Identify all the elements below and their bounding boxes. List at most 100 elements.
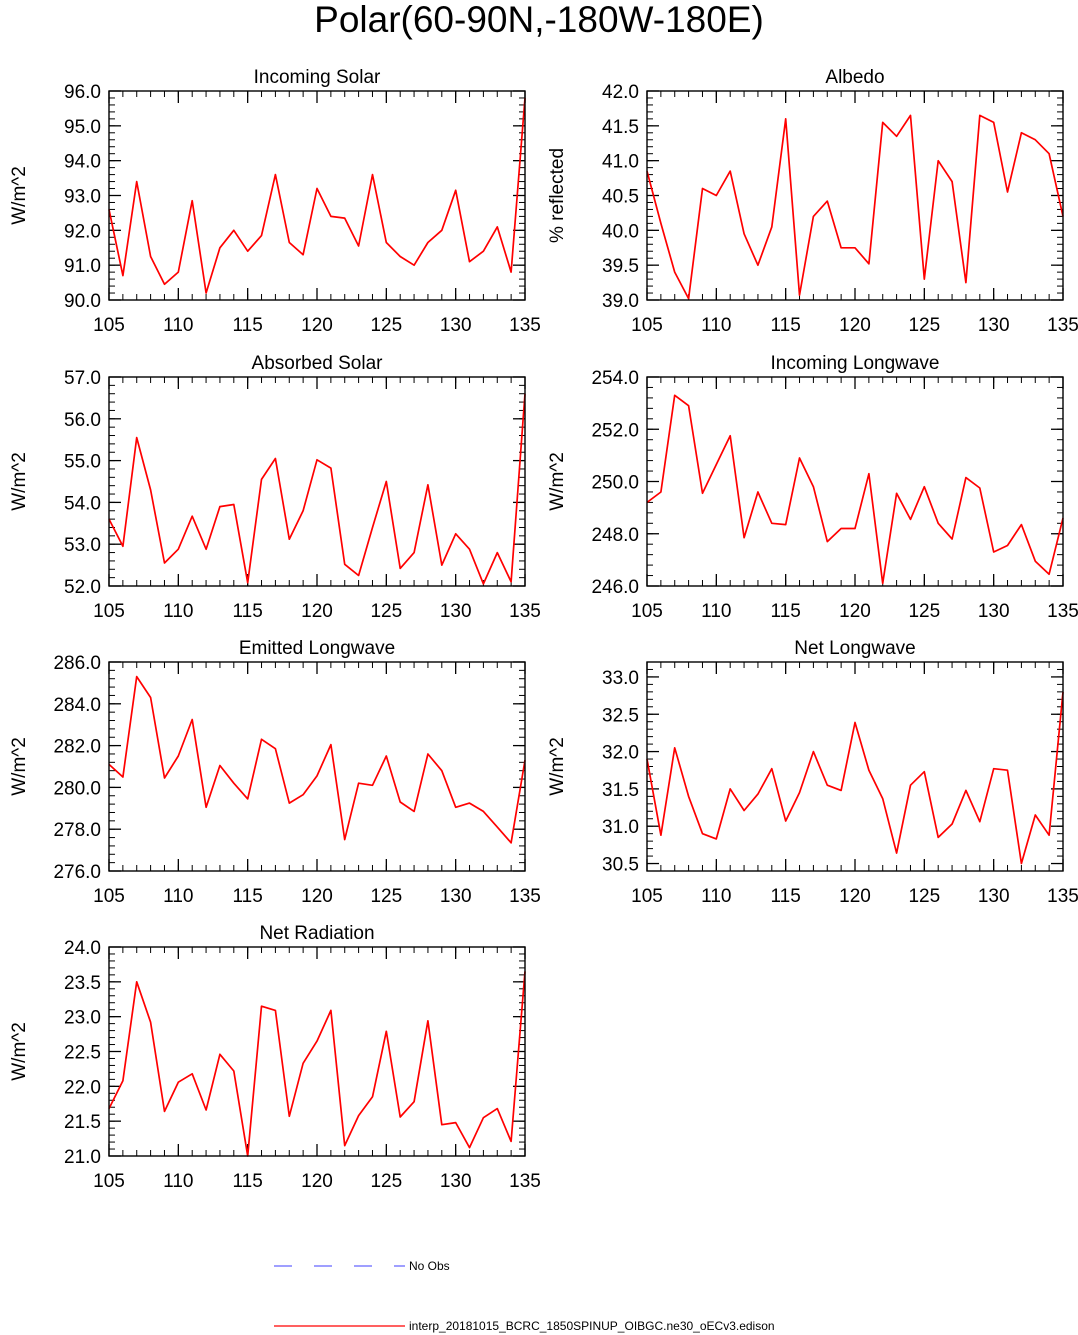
chart-title: Net Longwave <box>794 638 915 659</box>
series-line <box>646 691 1064 865</box>
plot-frame <box>646 90 1064 301</box>
y-tick-label: 22.5 <box>64 1043 101 1064</box>
x-tick-label: 115 <box>233 315 263 336</box>
y-tick-label: 56.0 <box>64 410 101 431</box>
x-tick-label: 125 <box>370 315 402 336</box>
y-tick-label: 280.0 <box>53 778 101 799</box>
x-tick-label: 105 <box>93 886 125 907</box>
x-tick-label: 115 <box>771 886 801 907</box>
y-tick-label: 286.0 <box>53 653 101 674</box>
series-line <box>108 675 526 844</box>
x-tick-label: 120 <box>301 601 333 622</box>
y-axis-label: W/m^2 <box>547 737 568 796</box>
x-tick-label: 135 <box>1047 886 1078 907</box>
series-line <box>646 394 1064 585</box>
y-axis-label: W/m^2 <box>9 452 30 511</box>
chart-panel: Emitted Longwave W/m^2 276.0 278.0 280.0 282.… <box>9 638 541 907</box>
chart-title: Emitted Longwave <box>239 638 395 659</box>
y-tick-label: 54.0 <box>64 493 101 514</box>
x-tick-label: 105 <box>631 601 663 622</box>
x-tick-label: 120 <box>301 886 333 907</box>
y-tick-label: 31.0 <box>602 817 639 838</box>
x-tick-label: 125 <box>370 601 402 622</box>
x-tick-label: 105 <box>93 601 125 622</box>
y-axis-label: W/m^2 <box>9 737 30 796</box>
y-tick-label: 39.5 <box>602 256 639 277</box>
x-tick-label: 105 <box>93 1171 125 1192</box>
x-tick-label: 125 <box>908 315 940 336</box>
x-tick-label: 120 <box>301 1171 333 1192</box>
x-tick-label: 130 <box>440 601 472 622</box>
y-tick-label: 93.0 <box>64 187 101 208</box>
y-tick-label: 23.5 <box>64 973 101 994</box>
x-tick-label: 135 <box>509 886 541 907</box>
x-tick-label: 105 <box>631 315 663 336</box>
y-tick-label: 252.0 <box>591 420 639 441</box>
y-tick-label: 276.0 <box>53 862 101 883</box>
x-tick-label: 120 <box>839 886 871 907</box>
y-tick-label: 92.0 <box>64 221 101 242</box>
x-tick-label: 135 <box>1047 315 1078 336</box>
x-tick-label: 125 <box>370 1171 402 1192</box>
plot-frame <box>108 946 526 1157</box>
y-tick-label: 284.0 <box>53 695 101 716</box>
y-tick-label: 40.0 <box>602 221 639 242</box>
y-tick-label: 248.0 <box>591 525 639 546</box>
legend-no-obs-label: No Obs <box>409 1259 450 1273</box>
y-tick-label: 282.0 <box>53 737 101 758</box>
plot-frame <box>108 661 526 872</box>
x-tick-label: 110 <box>701 886 731 907</box>
series-line <box>108 393 526 585</box>
x-tick-label: 120 <box>301 315 333 336</box>
y-tick-label: 41.5 <box>602 117 639 138</box>
x-tick-label: 135 <box>509 1171 541 1192</box>
y-axis-label: % reflected <box>547 148 568 243</box>
y-tick-label: 40.5 <box>602 187 639 208</box>
y-axis-label: W/m^2 <box>9 1022 30 1081</box>
x-tick-label: 130 <box>440 886 472 907</box>
x-tick-label: 110 <box>163 315 193 336</box>
chart-title: Absorbed Solar <box>252 353 384 374</box>
y-tick-label: 30.5 <box>602 855 639 876</box>
x-tick-label: 135 <box>509 601 541 622</box>
chart-panel: Albedo % reflected 39.0 39.5 40.0 40.5 41.0 41.… <box>547 67 1078 336</box>
plot-frame <box>108 90 526 301</box>
x-tick-label: 115 <box>233 601 263 622</box>
x-tick-label: 130 <box>978 315 1010 336</box>
y-tick-label: 254.0 <box>591 368 639 389</box>
y-tick-label: 21.0 <box>64 1147 101 1168</box>
series-line <box>646 114 1064 300</box>
y-tick-label: 52.0 <box>64 577 101 598</box>
plot-frame <box>108 376 526 587</box>
x-tick-label: 110 <box>701 601 731 622</box>
x-tick-label: 130 <box>978 601 1010 622</box>
y-tick-label: 22.0 <box>64 1077 101 1098</box>
legend-model-label: interp_20181015_BCRC_1850SPINUP_OIBGC.ne… <box>409 1319 775 1333</box>
series-line <box>108 971 526 1157</box>
x-tick-label: 105 <box>631 886 663 907</box>
x-tick-label: 120 <box>839 315 871 336</box>
chart-title: Incoming Solar <box>254 67 381 88</box>
x-tick-label: 110 <box>163 601 193 622</box>
y-tick-label: 32.5 <box>602 705 639 726</box>
x-tick-label: 110 <box>701 315 731 336</box>
x-tick-label: 125 <box>908 601 940 622</box>
y-tick-label: 21.5 <box>64 1112 101 1133</box>
y-tick-label: 246.0 <box>591 577 639 598</box>
chart-panel: Absorbed Solar W/m^2 52.0 53.0 54.0 55.0 56.0 5… <box>9 353 541 622</box>
chart-panel: Incoming Longwave W/m^2 246.0 248.0 250.0 252… <box>547 353 1078 622</box>
y-tick-label: 57.0 <box>64 368 101 389</box>
y-tick-label: 41.0 <box>602 152 639 173</box>
chart-title: Incoming Longwave <box>771 353 940 374</box>
y-tick-label: 94.0 <box>64 152 101 173</box>
x-tick-label: 135 <box>509 315 541 336</box>
x-tick-label: 130 <box>440 1171 472 1192</box>
x-tick-label: 115 <box>233 1171 263 1192</box>
x-tick-label: 130 <box>978 886 1010 907</box>
x-tick-label: 120 <box>839 601 871 622</box>
page-title: Polar(60-90N,-180W-180E) <box>314 0 764 40</box>
y-tick-label: 278.0 <box>53 820 101 841</box>
y-tick-label: 42.0 <box>602 82 639 103</box>
series-line <box>108 97 526 294</box>
